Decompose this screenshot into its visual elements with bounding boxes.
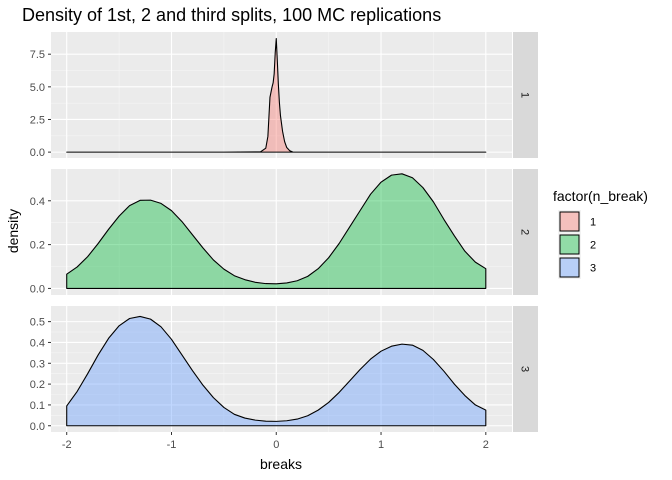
y-tick-label: 0.2	[30, 379, 45, 391]
legend-label: 3	[590, 263, 596, 275]
chart-title: Density of 1st, 2 and third splits, 100 …	[22, 5, 441, 25]
x-axis: -2 -1 0 1 2	[62, 432, 489, 451]
density-area-3	[66, 315, 487, 427]
y-tick-label: 0.0	[30, 147, 45, 159]
facet-panels: 0.02.55.07.510.00.20.420.00.10.20.30.40.…	[30, 32, 538, 433]
y-tick-label: 2.5	[30, 114, 45, 126]
facet-strip-label: 1	[519, 92, 531, 98]
legend-title: factor(n_break)	[553, 188, 648, 204]
legend: factor(n_break) 1 2 3	[553, 188, 648, 279]
y-tick-label: 0.2	[30, 240, 45, 252]
facet-strip	[513, 306, 538, 432]
legend-key-swatch-2	[559, 234, 580, 255]
facet-strip	[513, 32, 538, 158]
y-axis-title: density	[5, 209, 21, 253]
legend-label: 1	[590, 217, 596, 229]
y-tick-label: 0.4	[30, 196, 45, 208]
facet-panel-2: 0.0 0.2 0.4 2	[30, 169, 538, 295]
legend-key-swatch-3	[559, 257, 580, 278]
legend-key-background	[558, 210, 581, 233]
y-tick-label: 0.5	[30, 317, 45, 329]
density-area-1	[66, 37, 487, 153]
y-tick-label: 0.3	[30, 358, 45, 370]
panel-background	[51, 306, 512, 432]
panel-background	[51, 169, 512, 295]
x-tick-label: 0	[273, 439, 279, 451]
y-tick-label: 0.0	[30, 421, 45, 433]
x-axis-title: breaks	[260, 456, 302, 472]
facet-strip	[513, 169, 538, 295]
density-area-2	[66, 173, 487, 289]
panel-background	[51, 32, 512, 158]
legend-key-swatch-1	[559, 211, 580, 232]
y-tick-label: 0.1	[30, 400, 45, 412]
x-tick-label: -1	[167, 439, 177, 451]
legend-label: 2	[590, 240, 596, 252]
legend-keys: 1 2 3	[558, 210, 596, 279]
facet-strip-label: 3	[519, 366, 531, 372]
legend-key-background	[558, 233, 581, 256]
facet-panel-1: 0.0 2.5 5.0 7.5 1	[30, 32, 538, 159]
x-tick-label: 2	[483, 439, 489, 451]
y-tick-label: 7.5	[30, 49, 45, 61]
x-tick-label: 1	[378, 439, 384, 451]
y-tick-label: 5.0	[30, 82, 45, 94]
y-tick-label: 0.0	[30, 283, 45, 295]
y-tick-label: 0.4	[30, 337, 45, 349]
facet-strip-label: 2	[519, 229, 531, 235]
legend-key-background	[558, 256, 581, 279]
x-tick-label: -2	[62, 439, 72, 451]
facet-panel-3: 0.0 0.1 0.2 0.3 0.4 0.5 3	[30, 306, 538, 433]
